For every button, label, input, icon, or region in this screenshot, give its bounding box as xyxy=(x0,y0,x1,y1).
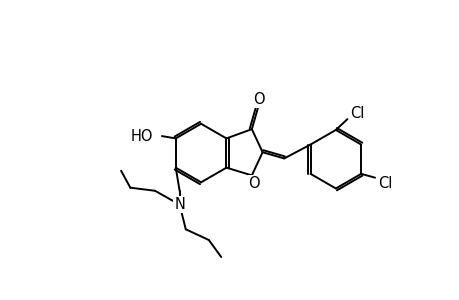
Text: O: O xyxy=(248,176,259,190)
Text: O: O xyxy=(252,92,264,107)
Text: Cl: Cl xyxy=(350,106,364,121)
Text: N: N xyxy=(174,197,185,212)
Text: Cl: Cl xyxy=(377,176,392,191)
Text: HO: HO xyxy=(130,129,152,144)
